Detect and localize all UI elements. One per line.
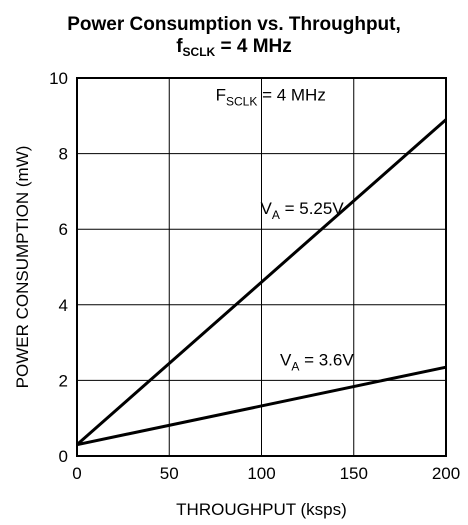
annotation-label: VA = 5.25V	[261, 199, 345, 222]
plot-frame	[76, 77, 447, 457]
grid-layer	[76, 77, 447, 457]
annotation-layer: FSCLK = 4 MHz VA = 5.25V VA = 3.6V	[216, 86, 355, 374]
y-tick-label: 6	[59, 220, 68, 239]
x-tick-label: 0	[72, 464, 81, 483]
chart-title-line2-main: f	[176, 36, 183, 57]
chart-title-line2-rest: = 4 MHz	[215, 36, 292, 57]
annotation-label: VA = 3.6V	[280, 350, 354, 373]
x-tick-label: 150	[340, 464, 368, 483]
y-axis-label: POWER CONSUMPTION (mW)	[13, 146, 32, 389]
chart-title-line2: fSCLK = 4 MHz	[176, 36, 292, 59]
y-tick-label: 8	[59, 145, 68, 164]
x-tick-label: 50	[160, 464, 179, 483]
chart-title-line1: Power Consumption vs. Throughput,	[67, 14, 401, 35]
y-tick-label: 10	[49, 69, 68, 88]
chart-title-line2-sub: SCLK	[183, 45, 216, 59]
y-tick-label: 0	[59, 447, 68, 466]
series-line-2	[76, 365, 447, 447]
x-axis-label: THROUGHPUT (ksps)	[176, 500, 347, 519]
annotation-label: FSCLK = 4 MHz	[216, 86, 326, 109]
x-tick-label: 100	[247, 464, 275, 483]
y-tick-labels: 0 2 4 6 8 10	[49, 69, 68, 466]
x-tick-labels: 0 50 100 150 200	[72, 464, 460, 483]
y-tick-label: 4	[59, 296, 68, 315]
series-layer	[76, 118, 447, 447]
y-tick-label: 2	[59, 371, 68, 390]
series-line-1	[76, 118, 447, 446]
x-tick-label: 200	[432, 464, 460, 483]
